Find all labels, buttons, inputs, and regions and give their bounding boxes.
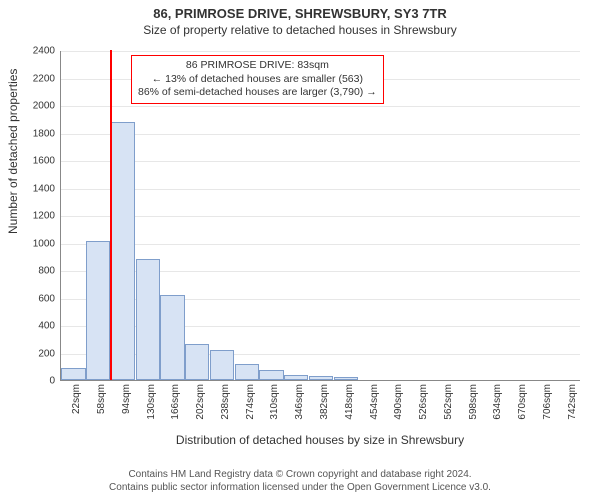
x-tick-label: 526sqm xyxy=(418,384,429,420)
x-tick-label: 346sqm xyxy=(294,384,305,420)
gridline xyxy=(61,51,580,52)
x-tick-label: 274sqm xyxy=(245,384,256,420)
y-tick-label: 400 xyxy=(38,321,55,332)
histogram-bar xyxy=(160,295,184,380)
histogram-bar xyxy=(259,370,283,380)
annotation-line: 86% of semi-detached houses are larger (… xyxy=(138,86,377,100)
gridline xyxy=(61,216,580,217)
gridline xyxy=(61,161,580,162)
histogram-bar xyxy=(185,344,209,380)
x-tick-label: 22sqm xyxy=(71,384,82,414)
y-tick-label: 1000 xyxy=(33,238,55,249)
y-tick-label: 200 xyxy=(38,348,55,359)
histogram-bar xyxy=(61,368,85,380)
histogram-bar xyxy=(86,241,110,380)
x-tick-label: 238sqm xyxy=(220,384,231,420)
x-tick-label: 382sqm xyxy=(319,384,330,420)
y-tick-label: 600 xyxy=(38,293,55,304)
plot-wrap: Number of detached properties 0200400600… xyxy=(0,41,600,441)
plot-area: 0200400600800100012001400160018002000220… xyxy=(60,51,580,381)
histogram-bar xyxy=(284,375,308,381)
y-tick-label: 800 xyxy=(38,266,55,277)
x-tick-label: 670sqm xyxy=(517,384,528,420)
x-tick-label: 706sqm xyxy=(542,384,553,420)
y-tick-label: 2400 xyxy=(33,46,55,57)
footer-attribution: Contains HM Land Registry data © Crown c… xyxy=(0,469,600,494)
page-subtitle: Size of property relative to detached ho… xyxy=(0,21,600,41)
annotation-line: ← 13% of detached houses are smaller (56… xyxy=(138,73,377,87)
histogram-bar xyxy=(111,122,135,381)
x-tick-label: 454sqm xyxy=(369,384,380,420)
gridline xyxy=(61,106,580,107)
y-axis-label: Number of detached properties xyxy=(6,69,20,234)
y-tick-label: 1200 xyxy=(33,211,55,222)
footer-line-1: Contains HM Land Registry data © Crown c… xyxy=(0,469,600,482)
page-title: 86, PRIMROSE DRIVE, SHREWSBURY, SY3 7TR xyxy=(0,0,600,21)
x-tick-label: 490sqm xyxy=(393,384,404,420)
histogram-bar xyxy=(210,350,234,380)
x-tick-label: 94sqm xyxy=(121,384,132,414)
x-tick-label: 634sqm xyxy=(492,384,503,420)
x-axis-label: Distribution of detached houses by size … xyxy=(60,433,580,447)
y-tick-label: 1400 xyxy=(33,183,55,194)
gridline xyxy=(61,189,580,190)
y-tick-label: 2000 xyxy=(33,101,55,112)
gridline xyxy=(61,244,580,245)
x-tick-label: 166sqm xyxy=(170,384,181,420)
x-tick-label: 562sqm xyxy=(443,384,454,420)
y-tick-label: 1800 xyxy=(33,128,55,139)
x-tick-label: 202sqm xyxy=(195,384,206,420)
annotation-box: 86 PRIMROSE DRIVE: 83sqm← 13% of detache… xyxy=(131,55,384,104)
histogram-bar xyxy=(309,376,333,380)
x-tick-label: 130sqm xyxy=(146,384,157,420)
gridline xyxy=(61,134,580,135)
x-tick-label: 418sqm xyxy=(344,384,355,420)
annotation-line: 86 PRIMROSE DRIVE: 83sqm xyxy=(138,59,377,73)
histogram-bar xyxy=(136,259,160,380)
y-tick-label: 2200 xyxy=(33,73,55,84)
x-tick-label: 598sqm xyxy=(468,384,479,420)
y-tick-label: 1600 xyxy=(33,156,55,167)
chart-container: 86, PRIMROSE DRIVE, SHREWSBURY, SY3 7TR … xyxy=(0,0,600,500)
x-tick-label: 58sqm xyxy=(96,384,107,414)
histogram-bar xyxy=(334,377,358,380)
histogram-bar xyxy=(235,364,259,381)
property-marker-line xyxy=(110,50,112,380)
x-tick-label: 310sqm xyxy=(269,384,280,420)
y-tick-label: 0 xyxy=(49,376,55,387)
x-tick-label: 742sqm xyxy=(567,384,578,420)
footer-line-2: Contains public sector information licen… xyxy=(0,482,600,495)
